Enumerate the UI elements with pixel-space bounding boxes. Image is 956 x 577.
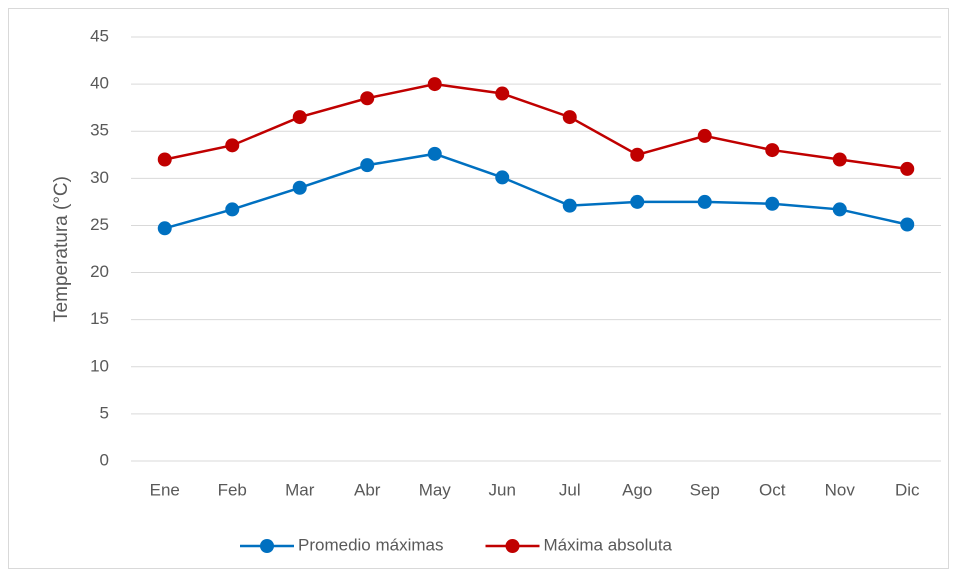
legend-marker xyxy=(505,539,520,553)
data-point xyxy=(225,202,240,217)
data-point xyxy=(292,110,307,125)
data-point xyxy=(495,86,510,101)
y-tick-label: 5 xyxy=(100,403,109,422)
data-point xyxy=(765,196,780,211)
y-tick-label: 30 xyxy=(90,168,109,187)
data-point xyxy=(427,77,442,92)
x-tick-label: Sep xyxy=(690,480,720,499)
data-point xyxy=(832,152,847,167)
x-tick-label: Dic xyxy=(895,480,920,499)
y-tick-label: 0 xyxy=(100,450,109,469)
series-line xyxy=(164,152,908,230)
data-point xyxy=(157,152,172,167)
chart-border xyxy=(8,8,949,569)
data-point xyxy=(697,194,712,209)
legend-marker xyxy=(260,539,274,553)
data-point xyxy=(832,202,847,217)
data-point xyxy=(630,194,645,209)
data-point xyxy=(157,221,172,236)
y-tick-label: 45 xyxy=(90,26,109,45)
data-point xyxy=(900,217,915,232)
data-point xyxy=(360,158,375,173)
y-tick-label: 20 xyxy=(90,262,109,281)
data-point xyxy=(225,138,240,153)
x-tick-label: Abr xyxy=(354,480,381,499)
data-point xyxy=(765,143,780,158)
x-tick-label: May xyxy=(419,480,452,499)
legend-label: Promedio máximas xyxy=(298,535,444,554)
data-point xyxy=(562,110,577,125)
x-tick-label: Jul xyxy=(559,480,581,499)
data-point xyxy=(495,170,510,185)
y-tick-label: 25 xyxy=(90,215,109,234)
x-tick-label: Mar xyxy=(285,480,315,499)
legend-label: Máxima absoluta xyxy=(544,535,673,554)
y-axis-title: Temperatura (°C) xyxy=(51,176,72,322)
data-point xyxy=(630,147,645,162)
y-tick-label: 10 xyxy=(90,356,109,375)
x-tick-label: Ene xyxy=(150,480,180,499)
y-tick-label: 15 xyxy=(90,309,109,328)
series-line xyxy=(164,82,908,171)
x-tick-label: Oct xyxy=(759,480,786,499)
x-tick-label: Ago xyxy=(622,480,652,499)
data-point xyxy=(562,198,577,213)
x-tick-label: Jun xyxy=(489,480,516,499)
data-point xyxy=(360,91,375,106)
data-point xyxy=(900,161,915,176)
y-tick-label: 35 xyxy=(90,121,109,140)
data-point xyxy=(697,128,712,143)
data-point xyxy=(427,146,442,161)
data-point xyxy=(292,180,307,195)
y-tick-label: 40 xyxy=(90,74,109,93)
x-tick-label: Feb xyxy=(218,480,247,499)
x-tick-label: Nov xyxy=(825,480,856,499)
